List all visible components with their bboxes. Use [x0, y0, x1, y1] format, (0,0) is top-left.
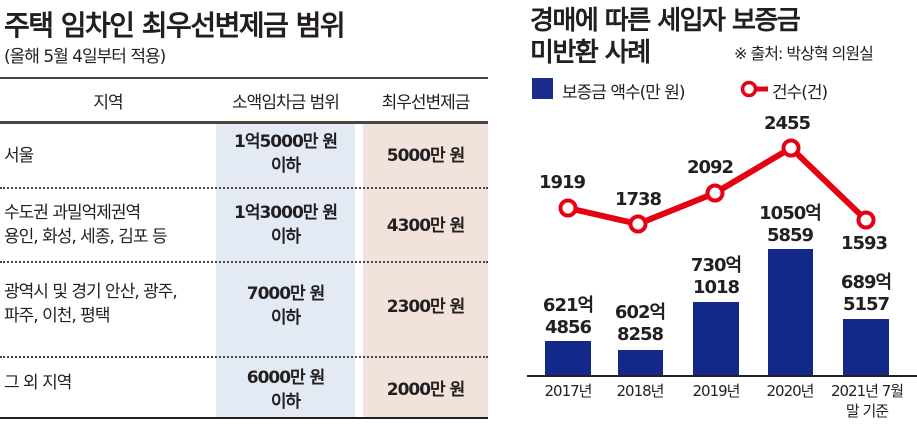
range-line: 이하	[270, 392, 301, 412]
region-line: 용인, 화성, 세종, 김포 등	[4, 227, 168, 247]
bar-2017	[545, 341, 591, 375]
range-line: 1억3000만 원	[234, 203, 338, 223]
bar-label-2017: 621억 4856	[528, 295, 608, 339]
line-point-2018	[628, 214, 648, 234]
table-header-rule	[0, 121, 488, 124]
x-label-2019: 2019년	[692, 382, 741, 400]
row-4-range: 6000만 원 이하	[216, 366, 355, 414]
row-2-payout: 4300만 원	[386, 216, 466, 236]
count-label-2020: 2455	[763, 113, 811, 134]
row-3-range: 7000만 원 이하	[216, 282, 355, 330]
range-line: 이하	[270, 156, 301, 176]
range-column-bg	[216, 124, 355, 417]
x-label-2018: 2018년	[616, 382, 665, 400]
range-line: 7000만 원	[246, 284, 326, 304]
chart-baseline	[527, 375, 917, 377]
line-point-2017	[558, 198, 578, 218]
row-4-payout: 2000만 원	[386, 380, 466, 400]
row-2-region: 수도권 과밀억제권역 용인, 화성, 세종, 김포 등	[4, 201, 168, 249]
row-1-payout: 5000만 원	[386, 146, 466, 166]
bar-label-2018: 602억 8258	[600, 302, 680, 346]
header-range: 소액임차금 범위	[232, 93, 340, 113]
region-line: 서울	[4, 146, 34, 166]
region-line: 광역시 및 경기 안산, 광주,	[4, 282, 178, 302]
bar-label-line: 602억	[614, 302, 666, 323]
range-line: 이하	[270, 308, 301, 328]
payout-column-bg	[363, 124, 488, 417]
count-label-2021: 1593	[840, 233, 888, 254]
row-divider	[0, 356, 488, 358]
bar-label-line: 1018	[692, 277, 740, 298]
header-region: 지역	[93, 93, 123, 113]
x-label-2020: 2020년	[766, 382, 815, 400]
table-subtitle: (올해 5월 4일부터 적용)	[4, 47, 166, 67]
row-3-region: 광역시 및 경기 안산, 광주, 파주, 이천, 평택	[4, 280, 178, 328]
header-payout: 최우선변제금	[381, 93, 471, 113]
bar-2018	[618, 350, 663, 375]
row-1-region: 서울	[4, 144, 34, 168]
table-title: 주택 임차인 최우선변제금 범위	[4, 9, 346, 42]
legend-bar-label: 보증금 액수(만 원)	[562, 83, 686, 103]
legend-bar-swatch-icon	[532, 78, 553, 99]
bar-2019	[693, 302, 739, 375]
region-line: 그 외 지역	[4, 373, 72, 393]
bar-label-line: 5157	[842, 294, 890, 315]
row-4-region: 그 외 지역	[4, 371, 72, 395]
region-line: 수도권 과밀억제권역	[4, 203, 141, 223]
table-top-rule	[0, 77, 488, 79]
bar-label-2020: 1050억 5859	[750, 203, 830, 247]
chart-title-line: 경매에 따른 세입자 보증금	[530, 6, 801, 36]
bar-label-2019: 730억 1018	[676, 255, 756, 299]
bar-label-line: 5859	[766, 225, 814, 246]
line-point-2021	[856, 210, 876, 230]
bar-label-line: 1050억	[759, 203, 822, 224]
row-divider	[0, 261, 488, 263]
legend-line-label: 건수(건)	[772, 83, 828, 103]
bar-label-line: 621억	[542, 295, 594, 316]
count-label-2018: 1738	[614, 189, 662, 210]
bar-label-line: 8258	[616, 324, 664, 345]
chart-title-line: 미반환 사례	[530, 38, 651, 68]
count-label-2019: 2092	[686, 157, 734, 178]
chart-source: ※ 출처: 박상혁 의원실	[734, 44, 874, 63]
range-line: 1억5000만 원	[234, 132, 338, 152]
bar-2020	[768, 249, 813, 375]
bar-label-line: 4856	[544, 317, 592, 338]
row-2-range: 1억3000만 원 이하	[216, 201, 355, 249]
bar-label-2021: 689억 5157	[826, 272, 906, 316]
bar-label-line: 730억	[690, 255, 742, 276]
x-label-2021: 2021년 7월말 기준	[830, 382, 904, 420]
legend-line-marker-icon	[740, 80, 768, 98]
line-point-2019	[705, 183, 725, 203]
chart-title: 경매에 따른 세입자 보증금 미반환 사례	[530, 5, 801, 69]
line-point-2020	[781, 138, 801, 158]
region-line: 파주, 이천, 평택	[4, 306, 110, 326]
table-bottom-rule	[0, 417, 488, 419]
x-label-2017: 2017년	[544, 382, 593, 400]
row-divider	[0, 187, 488, 189]
row-3-payout: 2300만 원	[386, 297, 466, 317]
bar-label-line: 689억	[840, 272, 892, 293]
row-1-range: 1억5000만 원 이하	[216, 130, 355, 178]
range-line: 이하	[270, 227, 301, 247]
bar-2021	[843, 319, 889, 375]
count-label-2017: 1919	[538, 172, 586, 193]
range-line: 6000만 원	[246, 368, 326, 388]
